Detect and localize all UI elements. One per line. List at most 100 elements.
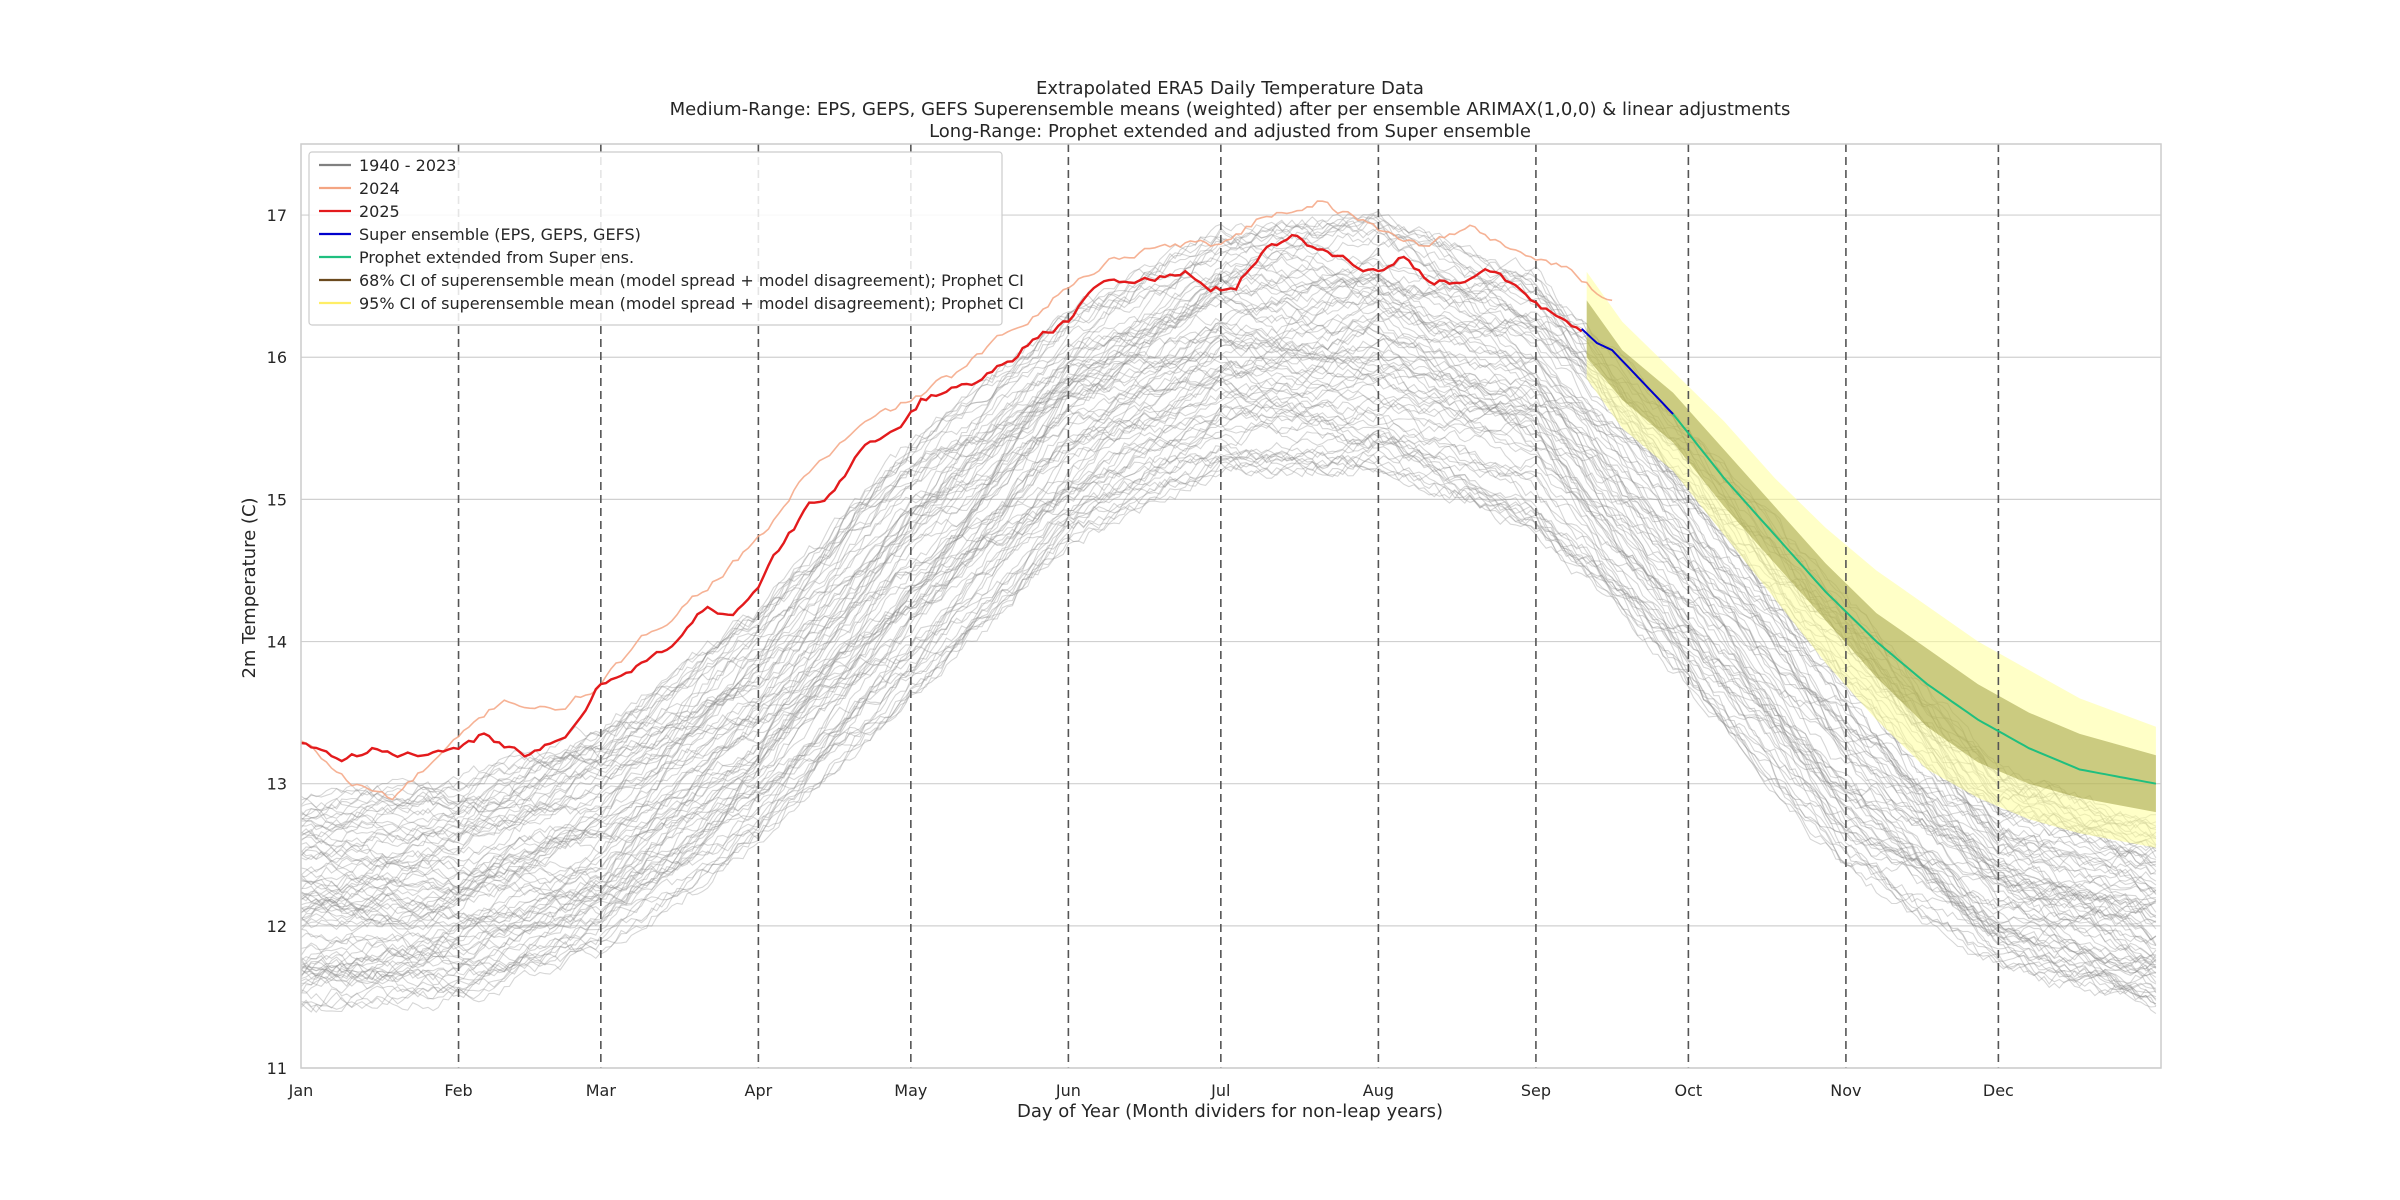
historical-year-line (300, 449, 2157, 1013)
x-tick-label: Mar (586, 1081, 617, 1100)
historical-year-line (300, 258, 2157, 893)
title-line-2: Medium-Range: EPS, GEPS, GEFS Superensem… (670, 99, 1791, 120)
y-axis-ticks: 11 12 13 14 15 16 17 (267, 206, 287, 1078)
month-dividers (457, 144, 2000, 1068)
series-line-2024 (300, 200, 1613, 801)
historical-year-line (300, 399, 2157, 1008)
plot-frame (300, 143, 2162, 1069)
historical-year-line (300, 367, 2157, 1001)
historical-year-line (300, 437, 2156, 1012)
x-tick-label: Dec (1983, 1081, 2014, 1100)
ci-band-95 (1586, 271, 2156, 848)
historical-lines (300, 210, 2157, 1015)
x-tick-label: Jan (288, 1081, 314, 1100)
series-line-prophet-extended-from-super-ens (1672, 413, 2157, 785)
legend-entry-label: Prophet extended from Super ens. (359, 248, 634, 267)
historical-year-line (300, 380, 2157, 946)
historical-year-line (300, 429, 2157, 971)
historical-year-line (300, 446, 2157, 987)
historical-year-line (300, 219, 2156, 874)
y-tick-label: 15 (267, 490, 287, 509)
historical-year-line (300, 357, 2157, 998)
historical-year-line (300, 397, 2157, 986)
y-tick-label: 17 (267, 206, 287, 225)
x-tick-label: Jul (1210, 1081, 1230, 1100)
historical-year-line (300, 349, 2157, 926)
historical-year-line (300, 241, 2157, 907)
y-tick-label: 12 (267, 917, 287, 936)
y-axis-label: 2m Temperature (C) (239, 497, 260, 678)
y-tick-label: 11 (267, 1059, 287, 1078)
historical-year-line (300, 391, 2157, 918)
historical-year-line (300, 396, 2157, 1015)
historical-year-line (300, 422, 2157, 968)
x-tick-label: Apr (745, 1081, 773, 1100)
title-line-3: Long-Range: Prophet extended and adjuste… (929, 121, 1531, 142)
x-tick-label: Jun (1055, 1081, 1081, 1100)
legend: 1940 - 2023 2024 2025 Super ensemble (EPS, … (308, 151, 1024, 326)
historical-year-line (300, 345, 2156, 972)
historical-year-line (300, 290, 2157, 941)
historical-year-line (300, 268, 2157, 920)
historical-year-line (300, 405, 2157, 972)
historical-year-line (300, 290, 2157, 930)
historical-year-line (300, 395, 2157, 1013)
x-tick-label: Feb (444, 1081, 472, 1100)
legend-entry-label: 1940 - 2023 (359, 156, 456, 175)
historical-year-line (300, 352, 2157, 959)
historical-year-line (300, 435, 2157, 1004)
historical-year-line (300, 331, 2156, 899)
series-line-super-ensemble-eps-geps-gefs (1581, 328, 1674, 415)
title-line-1: Extrapolated ERA5 Daily Temperature Data (1036, 78, 1424, 99)
historical-year-line (300, 338, 2157, 911)
historical-year-line (300, 444, 2156, 980)
x-axis-label: Day of Year (Month dividers for non-leap… (1017, 1101, 1443, 1122)
x-tick-label: Oct (1675, 1081, 1703, 1100)
historical-year-line (300, 352, 2157, 941)
historical-year-line (300, 309, 2157, 958)
historical-year-line (300, 349, 2157, 977)
y-tick-label: 13 (267, 775, 287, 794)
historical-year-line (300, 372, 2157, 928)
y-tick-label: 14 (267, 633, 287, 652)
historical-year-line (300, 324, 2157, 941)
historical-year-line (300, 249, 2156, 875)
historical-year-line (300, 308, 2156, 962)
historical-year-line (300, 263, 2157, 919)
confidence-bands (1586, 271, 2156, 848)
historical-year-line (300, 453, 2157, 1005)
x-tick-label: Sep (1521, 1081, 1551, 1100)
historical-year-line (300, 411, 2156, 978)
historical-year-line (300, 421, 2157, 994)
ci-band-68 (1586, 300, 2156, 813)
historical-year-line (300, 322, 2157, 894)
legend-entry-label: 68% CI of superensemble mean (model spre… (359, 271, 1024, 290)
historical-year-line (300, 440, 2157, 1014)
historical-year-line (300, 354, 2157, 911)
historical-year-line (300, 403, 2156, 995)
historical-year-line (300, 270, 2157, 855)
legend-entry-label: 2025 (359, 202, 400, 221)
legend-box (308, 151, 1003, 326)
historical-year-line (300, 433, 2157, 981)
historical-year-line (300, 329, 2157, 961)
historical-year-line (300, 312, 2157, 932)
historical-year-line (300, 267, 2157, 913)
x-axis-ticks: Jan Feb Mar Apr May Jun Jul Aug Sep Oct Nov Dec (288, 1081, 2014, 1100)
chart-title: Extrapolated ERA5 Daily Temperature Data… (670, 78, 1791, 142)
historical-year-line (300, 453, 2157, 1007)
x-tick-label: Aug (1363, 1081, 1394, 1100)
historical-year-line (300, 290, 2157, 919)
historical-year-line (300, 379, 2157, 946)
historical-year-line (300, 276, 2157, 925)
x-tick-label: Nov (1830, 1081, 1861, 1100)
series-lines (300, 200, 2157, 801)
historical-year-line (300, 325, 2157, 987)
legend-entry-label: 2024 (359, 179, 400, 198)
series-line-2025 (300, 233, 1583, 763)
y-tick-label: 16 (267, 348, 287, 367)
historical-year-line (300, 230, 2157, 893)
historical-year-line (300, 422, 2156, 994)
